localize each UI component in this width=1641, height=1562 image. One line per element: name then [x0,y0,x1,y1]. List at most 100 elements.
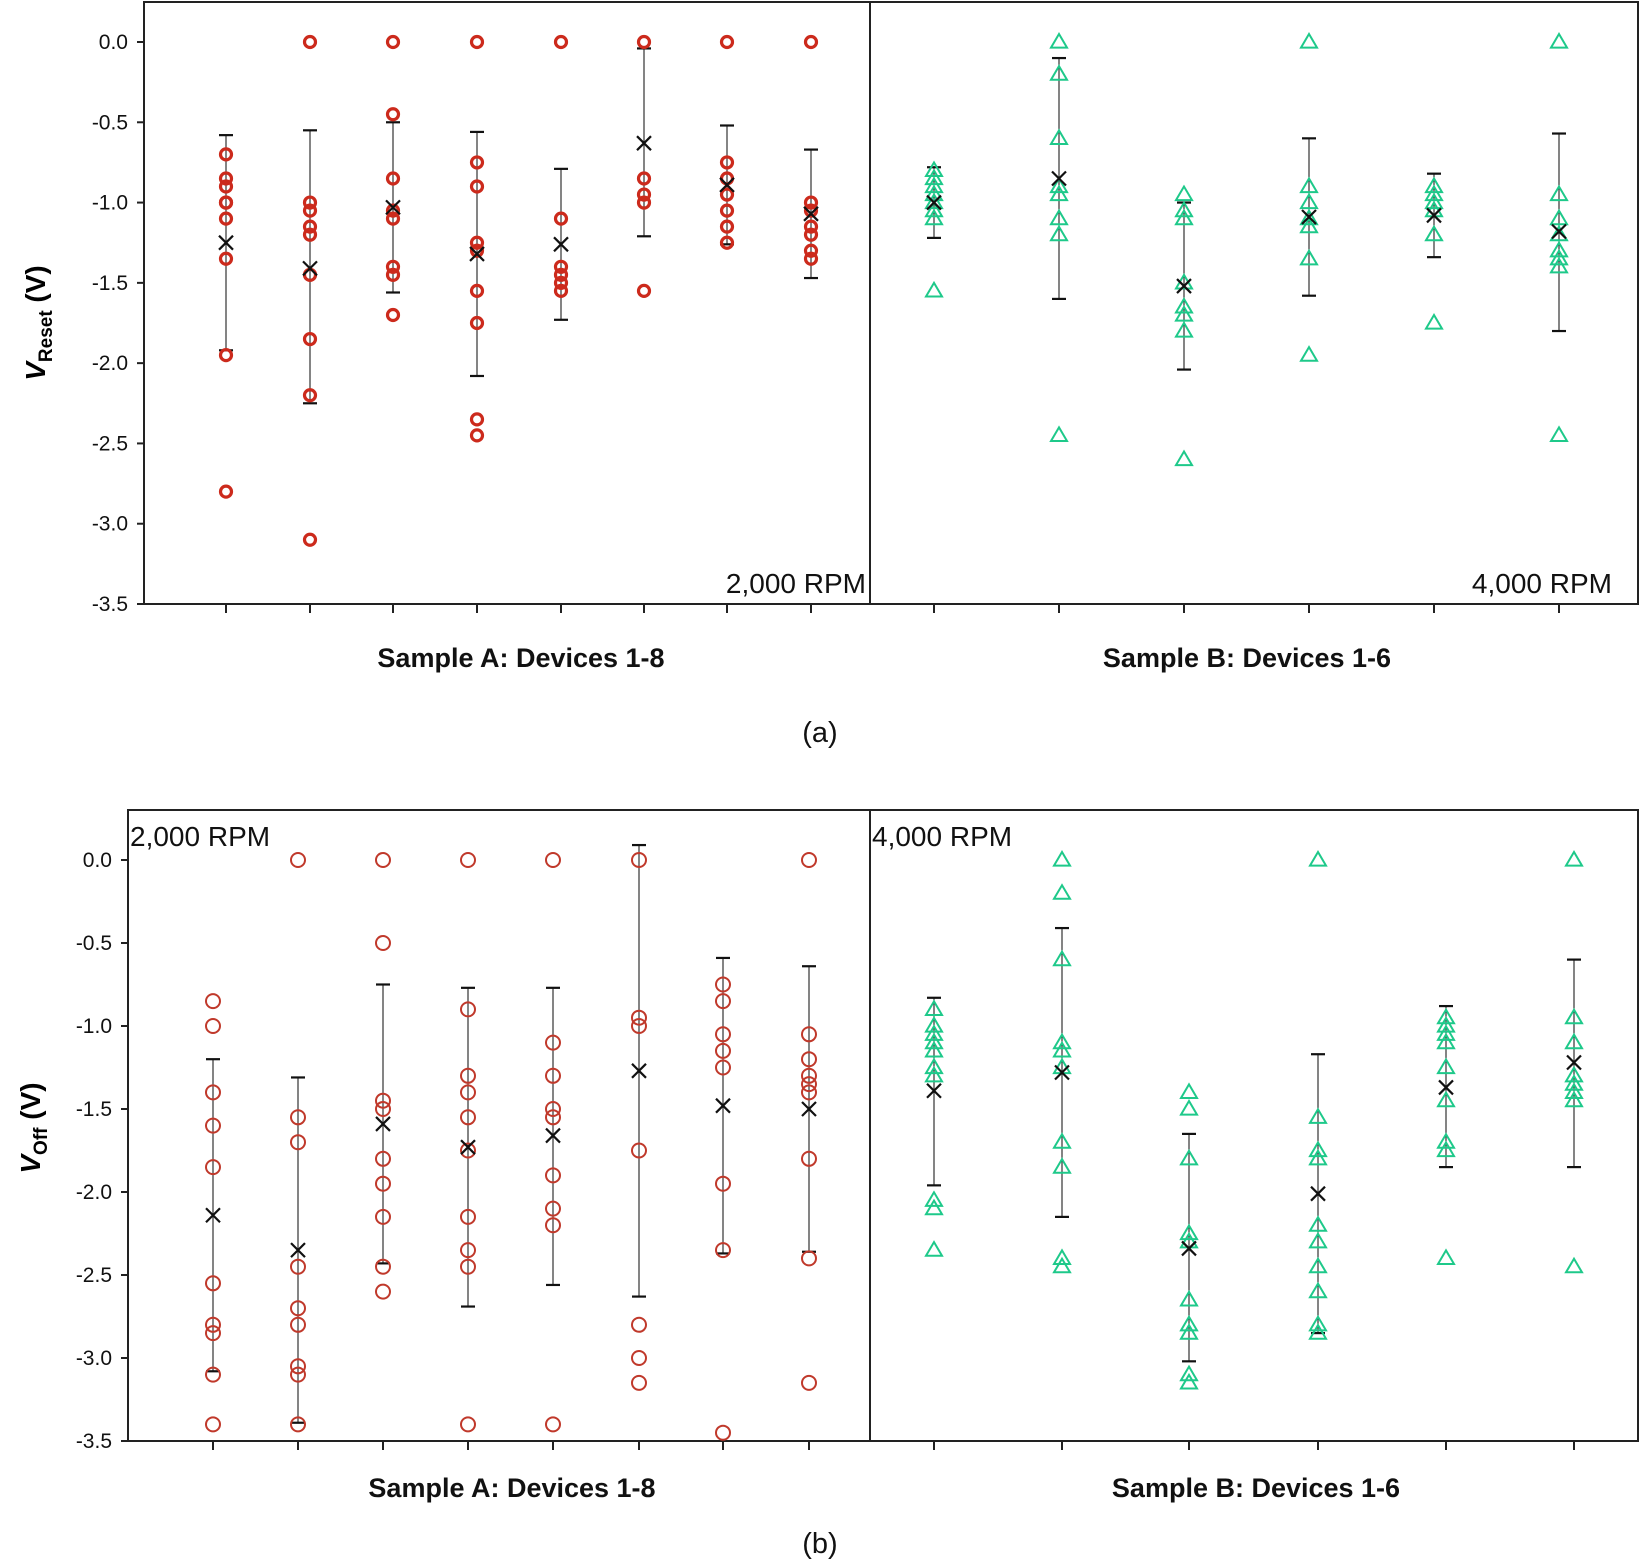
data-point [631,1374,647,1391]
data-point [1436,1057,1456,1075]
data-point [1564,1090,1584,1108]
data-point [1549,256,1569,274]
mean-marker [553,236,569,253]
data-point [715,1042,731,1059]
data-point [385,34,401,50]
y-tick-label: -3.0 [76,1347,112,1370]
data-point [205,1084,221,1101]
data-point [715,1059,731,1076]
data-point [1174,200,1194,218]
data-point [1174,321,1194,338]
y-tick-label: -3.5 [92,593,128,616]
device-2 [290,852,306,1450]
device-7 [719,34,735,613]
data-point [469,179,485,194]
data-point [1424,184,1444,202]
y-tick-label: -1.5 [76,1098,112,1121]
data-point [1299,345,1319,362]
data-point [1436,1024,1456,1041]
data-point [1179,1289,1199,1307]
data-point [302,227,318,242]
data-point [205,1366,221,1383]
data-point [719,219,735,234]
data-point [1049,184,1069,202]
y-tick-label: -2.0 [92,352,128,375]
data-point [1564,1007,1584,1025]
data-point [1549,425,1569,442]
data-point [1549,208,1569,226]
data-point [924,208,944,226]
data-point [636,283,652,298]
data-point [375,1092,391,1109]
data-point [302,195,318,210]
data-point [1049,208,1069,226]
data-point [715,1175,731,1192]
data-point [469,412,485,427]
data-point [385,107,401,122]
data-point [636,187,652,202]
data-point [924,168,944,186]
data-point [631,1009,647,1026]
mean-marker [290,1242,306,1258]
data-point [218,195,234,210]
data-point [1549,224,1569,242]
data-point [1549,240,1569,258]
data-point [218,211,234,226]
data-point [302,219,318,234]
data-point [1049,32,1069,49]
data-point [1299,192,1319,210]
mean-marker [926,1082,942,1099]
data-point [1299,248,1319,266]
data-point [290,1416,306,1433]
data-point [1564,1082,1584,1099]
data-point [460,1258,476,1275]
data-point [803,34,819,50]
data-point [1299,176,1319,194]
data-point [1564,1065,1584,1083]
data-point [218,147,234,162]
data-point [924,1057,944,1075]
y-tick-label: -0.5 [92,111,128,134]
device-6 [631,843,647,1450]
mean-marker [1181,1240,1197,1257]
data-point [715,1026,731,1043]
data-point [385,203,401,218]
device-4 [1299,32,1319,613]
data-point [801,852,817,868]
data-point [1299,32,1319,49]
data-point [290,1358,306,1375]
data-point [924,999,944,1016]
data-point [1179,1099,1199,1116]
device-4 [460,852,476,1450]
data-point [1049,128,1069,145]
device-8 [803,34,819,613]
data-point [1436,1140,1456,1158]
data-point [205,1275,221,1292]
device-3 [1174,184,1194,613]
data-point [460,1142,476,1159]
chart-panel-b: 0.0 -0.5 -1.0 -1.5 -2.0 -2.5 -3.0 -3.5 VOff (V) 2… [15,809,1639,1560]
data-point [924,1040,944,1058]
data-point [460,1084,476,1101]
data-point [302,203,318,218]
data-point [1549,184,1569,202]
data-point [545,1109,561,1126]
data-point [803,227,819,242]
data-point [1308,1107,1328,1124]
data-point [1424,224,1444,242]
y-axis-label: VOff (V) [15,1082,52,1173]
rpm-annotation: 4,000 RPM [1472,568,1612,599]
data-point [803,243,819,258]
data-point [636,34,652,50]
data-point [205,1018,221,1034]
y-tick-label: 0.0 [99,31,128,54]
data-point [1308,1215,1328,1232]
data-point [801,1250,817,1267]
mean-marker [545,1127,561,1144]
data-point [302,331,318,347]
data-point [290,1134,306,1151]
mean-marker [719,177,735,193]
data-point [460,1001,476,1018]
data-point [460,1416,476,1433]
data-point [803,195,819,210]
